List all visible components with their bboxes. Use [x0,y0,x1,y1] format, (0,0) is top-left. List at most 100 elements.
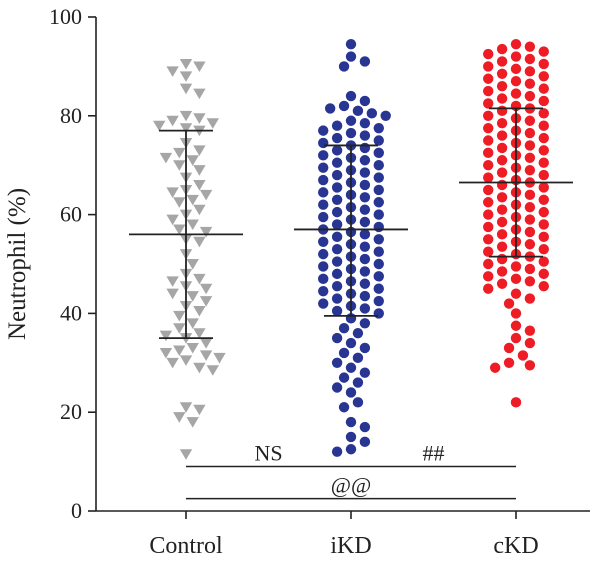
data-point-ikd [352,105,364,117]
data-point-ikd [345,416,357,428]
data-point-ikd [359,241,371,252]
data-point-control [193,236,206,248]
data-point-ckd [524,360,536,371]
data-point-ikd [338,372,350,383]
data-point-ckd [483,48,494,60]
data-point-ikd [359,130,371,141]
data-point-ikd [345,431,357,443]
data-point-ckd [496,253,508,265]
data-point-control [206,365,219,376]
data-point-ckd [510,320,522,331]
data-point-ckd [483,160,494,171]
data-point-control [186,259,199,270]
data-point-control [179,449,193,460]
data-point-ikd [359,342,371,354]
data-point-ikd [352,377,364,388]
data-point-ikd [331,382,343,393]
data-point-ikd [338,61,350,72]
x-tick-label-ikd: iKD [330,533,371,559]
data-point-ckd [524,293,536,304]
data-point-ckd [538,194,549,205]
data-point-ckd [496,142,508,154]
data-point-ikd [338,402,350,413]
data-point-ckd [524,41,536,52]
data-point-ckd [538,243,549,255]
data-point-ckd [496,192,508,203]
data-point-ckd [510,308,522,319]
data-point-control [179,71,193,82]
data-point-control [166,357,179,369]
data-point-control [193,328,206,339]
data-point-ikd [331,219,343,230]
y-tick-label: 0 [71,498,82,523]
data-point-ckd [538,132,549,144]
data-point-ckd [496,80,508,92]
data-point-ikd [331,120,343,131]
data-point-ikd [318,174,329,186]
data-point-ikd [373,172,384,183]
data-point-ikd [359,204,371,215]
data-point-control [166,276,179,287]
data-point-control [159,347,173,359]
data-point-control [193,180,206,191]
data-point-control [199,283,213,295]
data-point-ikd [352,352,364,364]
data-point-ckd [503,357,515,368]
data-point-ikd [318,187,329,198]
data-point-control [193,204,206,216]
data-point-ckd [483,98,494,109]
y-tick-label: 80 [60,103,82,128]
data-point-ikd [359,436,371,448]
data-point-ikd [345,444,357,455]
data-point-ikd [373,308,384,319]
data-point-ikd [345,127,357,139]
data-point-ckd [483,258,494,270]
data-point-ikd [373,147,384,159]
data-point-ikd [352,327,364,339]
data-point-ikd [331,243,343,255]
data-point-ckd [496,130,508,141]
data-point-ckd [496,241,508,252]
data-point-ikd [318,248,329,260]
data-point-ikd [359,95,371,107]
data-point-ckd [524,53,536,65]
data-point-control [186,291,199,302]
data-point-control [173,323,186,334]
data-point-ikd [373,295,384,307]
data-point-ckd [483,85,494,97]
y-tick-label: 100 [49,4,82,29]
data-point-ckd [496,118,508,129]
data-point-ikd [359,56,371,67]
data-point-ikd [331,256,343,267]
data-point-ckd [524,189,536,201]
data-point-ckd [538,108,549,119]
data-point-ikd [359,290,371,302]
data-point-ikd [318,150,329,161]
data-point-ckd [524,164,536,176]
data-point-control [199,226,213,238]
data-point-ikd [318,236,329,247]
data-point-ckd [483,234,494,245]
data-point-ckd [483,246,494,257]
data-point-ikd [359,278,371,289]
data-point-control [193,113,206,124]
data-point-control [186,417,199,428]
data-point-ckd [538,256,549,267]
data-point-ckd [510,261,522,272]
data-point-control [179,355,193,366]
data-point-ckd [538,169,549,181]
mean-sd-bars [129,107,573,340]
data-point-ckd [510,38,522,50]
data-point-ikd [373,184,384,196]
significance-label: @@ [331,473,372,498]
data-point-ikd [345,38,357,50]
data-point-control [166,66,179,77]
data-point-ikd [331,194,343,205]
data-point-ckd [496,167,508,178]
data-point-ckd [483,135,494,146]
x-tick-label-ckd: cKD [493,533,538,559]
data-point-ikd [318,211,329,223]
data-point-ckd [524,152,536,163]
data-point-ckd [496,105,508,117]
